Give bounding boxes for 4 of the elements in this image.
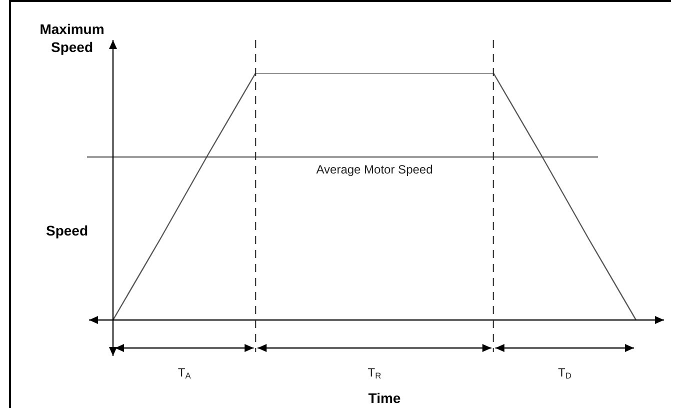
text: Maximum Speed	[40, 20, 104, 55]
ref-line-label: Average Motor Speed	[316, 162, 433, 176]
y-axis-title: Speed	[46, 222, 88, 238]
x-axis-title: Time	[368, 390, 401, 406]
